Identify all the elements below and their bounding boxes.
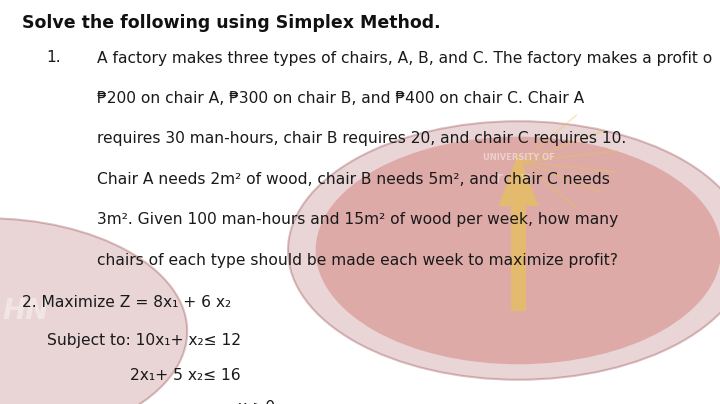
Text: UNIVERSITY OF: UNIVERSITY OF xyxy=(482,153,554,162)
Text: Solve the following using Simplex Method.: Solve the following using Simplex Method… xyxy=(22,14,440,32)
Text: Chair A needs 2m² of wood, chair B needs 5m², and chair C needs: Chair A needs 2m² of wood, chair B needs… xyxy=(97,172,610,187)
Text: requires 30 man-hours, chair B requires 20, and chair C requires 10.: requires 30 man-hours, chair B requires … xyxy=(97,131,626,146)
Text: 3m². Given 100 man-hours and 15m² of wood per week, how many: 3m². Given 100 man-hours and 15m² of woo… xyxy=(97,212,618,227)
Text: 2. Maximize Z = 8x₁ + 6 x₂: 2. Maximize Z = 8x₁ + 6 x₂ xyxy=(22,295,230,310)
Text: chairs of each type should be made each week to maximize profit?: chairs of each type should be made each … xyxy=(97,252,618,267)
Text: 1.: 1. xyxy=(47,50,61,65)
Text: 2x₁+ 5 x₂≤ 16: 2x₁+ 5 x₂≤ 16 xyxy=(130,368,240,383)
Bar xyxy=(511,206,526,311)
Text: ₱200 on chair A, ₱300 on chair B, and ₱400 on chair C. Chair A: ₱200 on chair A, ₱300 on chair B, and ₱4… xyxy=(97,91,585,106)
Text: T    Y: T Y xyxy=(494,173,528,186)
Circle shape xyxy=(315,137,720,364)
Circle shape xyxy=(0,218,187,404)
Text: Subject to: 10x₁+ x₂≤ 12: Subject to: 10x₁+ x₂≤ 12 xyxy=(47,333,240,348)
Polygon shape xyxy=(498,154,539,206)
Text: A factory makes three types of chairs, A, B, and C. The factory makes a profit o: A factory makes three types of chairs, A… xyxy=(97,50,713,65)
Text: HN: HN xyxy=(2,297,48,325)
Circle shape xyxy=(288,121,720,380)
Text: x₁≥0: x₁≥0 xyxy=(238,400,276,404)
